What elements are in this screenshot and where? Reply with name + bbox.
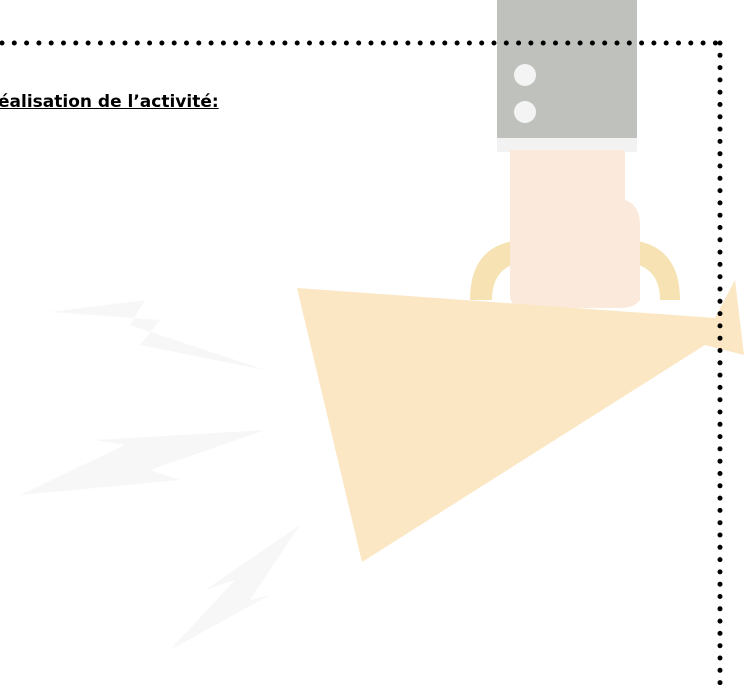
hand <box>510 150 640 308</box>
button <box>514 64 536 86</box>
heading: éalisation de l’activité: <box>0 92 219 112</box>
megaphone <box>297 280 744 562</box>
cuff <box>497 138 637 152</box>
bolt <box>170 525 300 650</box>
page: éalisation de l’activité: (() => { const… <box>0 0 744 685</box>
bolt <box>50 300 265 370</box>
bolt <box>20 430 265 495</box>
button <box>514 101 536 123</box>
